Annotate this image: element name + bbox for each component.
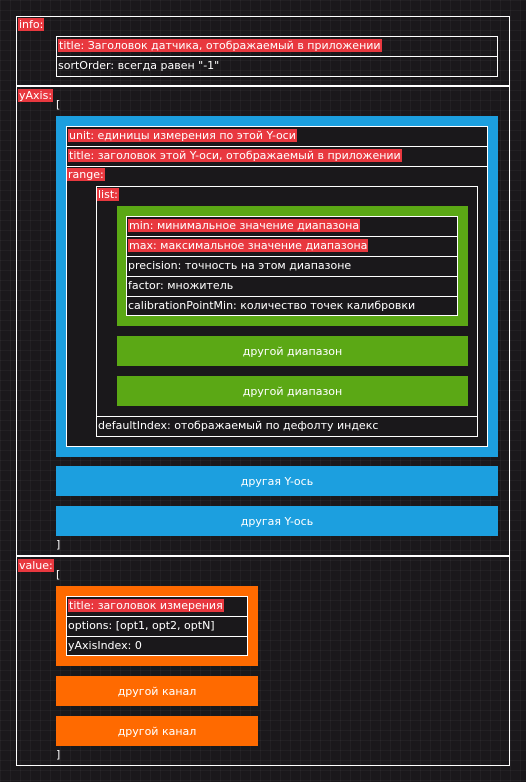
value-key: value: xyxy=(18,559,54,572)
range-precision-field: precision: точность на этом диапазоне xyxy=(126,256,458,277)
range-max-field: max: максимальное значение диапазона xyxy=(126,236,458,257)
list-key: list: xyxy=(97,188,119,201)
yaxis-title-field: title: заголовок этой Y-оси, отображаемы… xyxy=(66,146,488,167)
yaxis-section xyxy=(16,86,510,556)
range-min-field: min: минимальное значение диапазона xyxy=(126,216,458,237)
other-channel-block-2: другой канал xyxy=(56,716,258,746)
range-key: range: xyxy=(67,168,105,181)
yaxis-open-bracket: [ xyxy=(56,98,61,111)
range-item-inner xyxy=(126,216,458,316)
info-key: info: xyxy=(18,18,45,31)
default-index-field: defaultIndex: отображаемый по дефолту ин… xyxy=(96,416,478,437)
other-yaxis-block-1: другая Y-ось xyxy=(56,466,498,496)
other-yaxis-block-2: другая Y-ось xyxy=(56,506,498,536)
other-range-block-2: другой диапазон xyxy=(117,376,468,406)
info-title-field: title: Заголовок датчика, отображаемый в… xyxy=(56,36,498,57)
info-section xyxy=(16,16,510,86)
other-channel-block-1: другой канал xyxy=(56,676,258,706)
yaxis-unit-field: unit: единицы измерения по этой Y-оси xyxy=(66,126,488,147)
other-range-block-1: другой диапазон xyxy=(117,336,468,366)
yaxis-key: yAxis: xyxy=(18,89,54,102)
range-calibration-field: calibrationPointMin: количество точек ка… xyxy=(126,296,458,316)
value-title-field: title: заголовок измерения xyxy=(66,596,248,617)
value-open-bracket: [ xyxy=(56,568,61,581)
value-section xyxy=(16,556,510,766)
value-yaxisindex-field: yAxisIndex: 0 xyxy=(66,636,248,656)
yaxis-close-bracket: ] xyxy=(56,538,61,551)
value-options-field: options: [opt1, opt2, optN] xyxy=(66,616,248,637)
info-sortorder-field: sortOrder: всегда равен "-1" xyxy=(56,56,498,77)
range-factor-field: factor: множитель xyxy=(126,276,458,297)
value-close-bracket: ] xyxy=(56,748,61,761)
